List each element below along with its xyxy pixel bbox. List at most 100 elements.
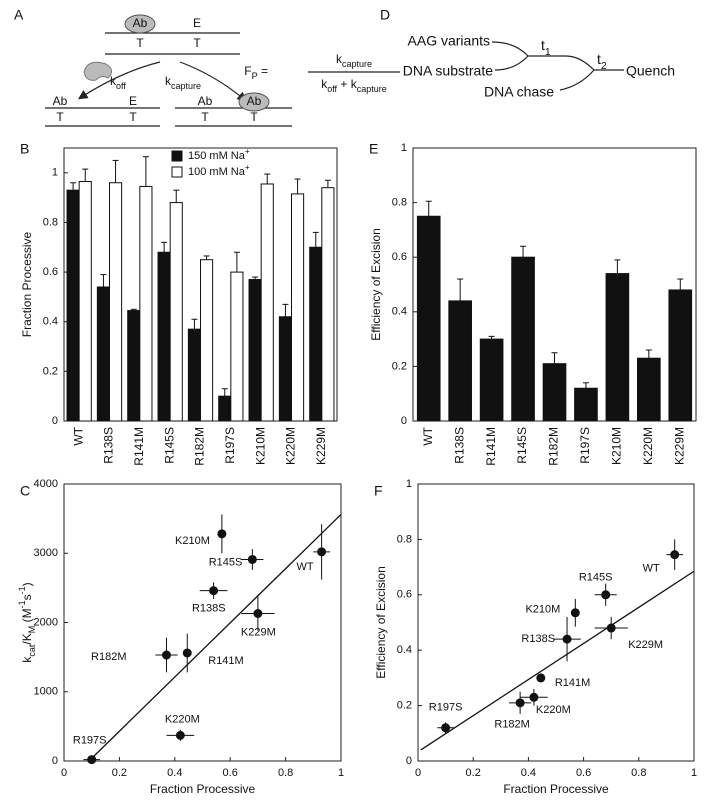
formula: kcapture xyxy=(336,52,372,69)
y-axis-label-part: -1 xyxy=(17,600,27,608)
point xyxy=(441,723,451,733)
bar xyxy=(78,181,92,422)
rate-label: koff xyxy=(110,74,126,91)
x-tick-label: 0.8 xyxy=(278,767,293,779)
point xyxy=(253,608,263,618)
panel-letter: C xyxy=(20,483,30,499)
point xyxy=(247,554,257,564)
plot-frame xyxy=(63,483,342,762)
flow-label: DNA chase xyxy=(484,84,554,100)
time-label-part: t xyxy=(597,51,601,67)
y-axis-label-part: s xyxy=(20,594,34,600)
bar xyxy=(169,202,183,422)
enzyme-shape xyxy=(83,61,112,81)
y-tick-label: 1 xyxy=(406,478,412,490)
y-tick-label: 0.6 xyxy=(43,266,58,278)
formula-part: k xyxy=(321,77,328,91)
y-tick-label: 0 xyxy=(401,415,407,427)
y-tick-label: 0.8 xyxy=(43,216,58,228)
x-tick-label: R141M xyxy=(132,427,146,466)
x-tick-label: 0 xyxy=(61,767,67,779)
bar xyxy=(260,183,274,422)
y-tick-label: 0.6 xyxy=(397,589,412,601)
formula-part: off xyxy=(327,84,337,94)
point-label: R197S xyxy=(429,702,463,714)
y-tick-label: 0.2 xyxy=(397,700,412,712)
x-tick-label: 0.6 xyxy=(223,767,238,779)
y-axis-label: Fraction Processive xyxy=(20,231,34,337)
point-label: R182M xyxy=(494,719,529,731)
point xyxy=(209,586,219,596)
point-label: R138S xyxy=(521,633,555,645)
bar xyxy=(479,338,504,422)
time-label-part: 1 xyxy=(545,46,551,58)
bar xyxy=(511,256,535,422)
point xyxy=(606,623,616,633)
panel-letter: A xyxy=(14,7,24,23)
formula-part: k xyxy=(336,52,343,66)
dna-label: Ab xyxy=(198,94,213,108)
time-label: t2 xyxy=(597,51,607,72)
bar xyxy=(96,286,111,422)
bar xyxy=(605,273,630,422)
point-label: R197S xyxy=(73,735,107,747)
bar xyxy=(200,259,214,422)
point xyxy=(570,608,580,618)
y-axis-label-part: M xyxy=(27,626,37,634)
ab-shape xyxy=(238,92,270,112)
x-tick-label: K210M xyxy=(610,427,624,465)
point xyxy=(175,730,185,740)
point-label: R141M xyxy=(208,655,243,667)
bar xyxy=(542,363,567,422)
point-label: K229M xyxy=(628,639,663,651)
x-tick-label: R138S xyxy=(102,427,116,464)
y-axis-label-part: ) xyxy=(20,582,34,586)
x-tick-label: 0.4 xyxy=(521,767,536,779)
y-tick-label: 0.4 xyxy=(43,316,58,328)
rate-label-part: off xyxy=(116,81,126,91)
x-tick-label: K229M xyxy=(672,427,686,465)
legend-label: 150 mM Na+ xyxy=(188,147,250,162)
dna-label: Ab xyxy=(53,94,68,108)
x-tick-label: WT xyxy=(421,426,435,445)
y-tick-label: 2000 xyxy=(34,616,58,628)
y-tick-label: 1000 xyxy=(34,686,58,698)
panel-letter: E xyxy=(369,141,378,157)
plot-frame xyxy=(417,483,695,762)
y-axis-label: kcat/KM (M-1s-1) xyxy=(17,582,37,662)
x-tick-label: K229M xyxy=(314,427,328,465)
formula: FP = xyxy=(244,64,268,81)
rate-label-part: capture xyxy=(171,81,201,91)
bar xyxy=(574,387,598,422)
point xyxy=(536,673,546,683)
bar xyxy=(218,395,232,422)
point-label: K229M xyxy=(241,626,276,638)
formula-part: + k xyxy=(337,77,358,91)
y-axis-label-part: k xyxy=(20,656,34,663)
x-axis-label: Fraction Processive xyxy=(150,782,256,796)
point xyxy=(562,634,572,644)
time-label-part: 2 xyxy=(601,60,607,72)
bar xyxy=(139,185,153,422)
x-axis-label: Fraction Processive xyxy=(503,782,609,796)
formula-part: P xyxy=(252,71,258,81)
y-tick-label: 1 xyxy=(52,167,58,179)
formula-part: capture xyxy=(357,84,387,94)
point xyxy=(182,648,192,658)
y-tick-label: 0.4 xyxy=(392,306,407,318)
y-tick-label: 0 xyxy=(52,755,58,767)
y-axis-label-part: (M xyxy=(20,608,34,625)
legend-label-part: + xyxy=(245,163,250,172)
dna-label: T xyxy=(129,110,137,124)
point xyxy=(87,755,97,765)
x-tick-label: K220M xyxy=(284,427,298,465)
x-tick-label: R182M xyxy=(193,427,207,466)
point-label: K210M xyxy=(525,604,560,616)
flow-label: DNA substrate xyxy=(403,63,493,79)
legend-label-part: + xyxy=(245,147,250,156)
bar xyxy=(416,215,441,422)
y-tick-label: 0.2 xyxy=(392,360,407,372)
bar xyxy=(291,193,305,422)
y-axis-label: Efficiency of Excision xyxy=(369,228,383,341)
